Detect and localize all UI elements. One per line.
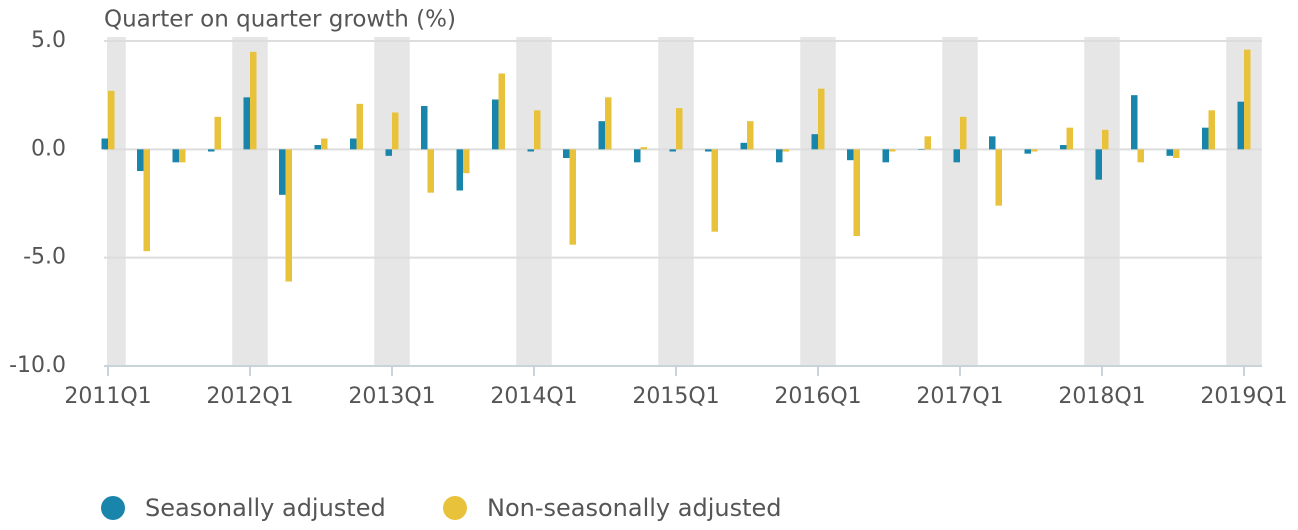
bar [1031,149,1038,152]
bar [953,149,960,163]
bar [1237,101,1244,150]
x-tick-label: 2016Q1 [774,384,861,409]
x-tick-label: 2018Q1 [1058,384,1145,409]
bar [747,121,754,150]
bar [463,149,470,174]
legend-label: Non-seasonally adjusted [487,494,782,522]
bar [634,149,641,163]
bar [1102,129,1109,150]
y-tick-label: -5.0 [23,245,66,270]
bar [776,149,783,163]
bar [385,149,392,156]
bar [1137,149,1144,163]
bar [818,88,825,150]
bar [918,149,925,150]
y-tick-label: 5.0 [31,28,66,53]
bar [285,149,292,282]
bar [989,136,996,150]
x-tick-label: 2017Q1 [916,384,1003,409]
shade-band [942,37,978,366]
bar [569,149,576,245]
x-tick-label: 2013Q1 [348,384,435,409]
bar [350,138,357,150]
x-tick-label: 2015Q1 [632,384,719,409]
bar [356,103,363,150]
bar [527,149,534,152]
bar [1166,149,1173,156]
shade-band [1084,37,1120,366]
bar [101,138,108,150]
bar [782,149,789,152]
x-tick-label: 2019Q1 [1200,384,1287,409]
bar [1173,149,1180,158]
bar [1244,49,1251,150]
bar [534,110,541,150]
x-tick-label: 2012Q1 [206,384,293,409]
bar [1202,127,1209,150]
bar [705,149,712,152]
bar [995,149,1002,206]
shade-band [516,37,552,366]
bar [711,149,718,232]
bar [598,121,605,150]
bar [1066,127,1073,150]
bar [669,149,676,152]
bar [492,99,499,150]
bar [498,73,505,150]
bar [214,116,221,150]
bar [960,116,967,150]
bar [811,134,818,150]
bar [172,149,179,163]
bar [421,106,428,150]
bar [889,149,896,152]
bar [740,142,747,150]
bar [563,149,570,158]
bar [243,97,250,150]
x-tick-label: 2014Q1 [490,384,577,409]
shade-band [800,37,836,366]
bar [924,136,931,150]
bar [279,149,286,195]
bar [847,149,854,161]
bar [108,90,115,150]
y-tick-label: 0.0 [31,136,66,161]
bar [250,51,257,150]
y-axis-title: Quarter on quarter growth (%) [104,7,456,33]
shade-band [658,37,694,366]
bar [882,149,889,163]
shade-band [107,37,126,366]
legend-swatch [443,496,467,520]
bar [853,149,860,236]
x-tick-label: 2011Q1 [64,384,151,409]
legend-label: Seasonally adjusted [145,494,386,522]
y-tick-label: -10.0 [9,353,66,378]
bar [427,149,434,193]
bar [137,149,144,171]
bar [143,149,150,252]
bar [314,145,321,150]
bar [1208,110,1215,150]
bar [640,147,647,150]
bar [605,97,612,150]
bar [1095,149,1102,180]
bar [179,149,186,163]
bar [676,108,683,150]
legend-swatch [101,496,125,520]
shade-band [374,37,410,366]
bar [208,149,215,152]
bar [456,149,463,191]
bar [1131,95,1138,150]
bar [392,112,399,150]
bar [321,138,328,150]
bar [1060,145,1067,150]
bar [1024,149,1031,154]
